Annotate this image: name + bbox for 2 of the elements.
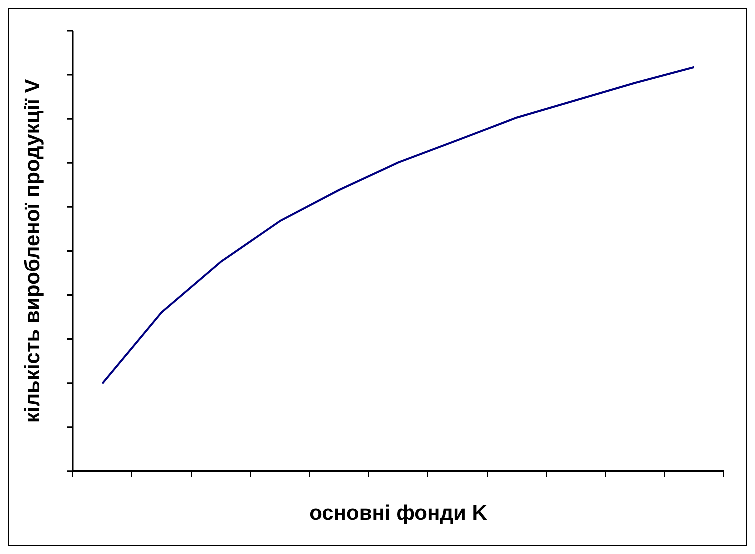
x-axis-title: основні фонди K bbox=[310, 502, 488, 526]
y-axis-title: кількість виробленої продукції V bbox=[21, 79, 44, 424]
